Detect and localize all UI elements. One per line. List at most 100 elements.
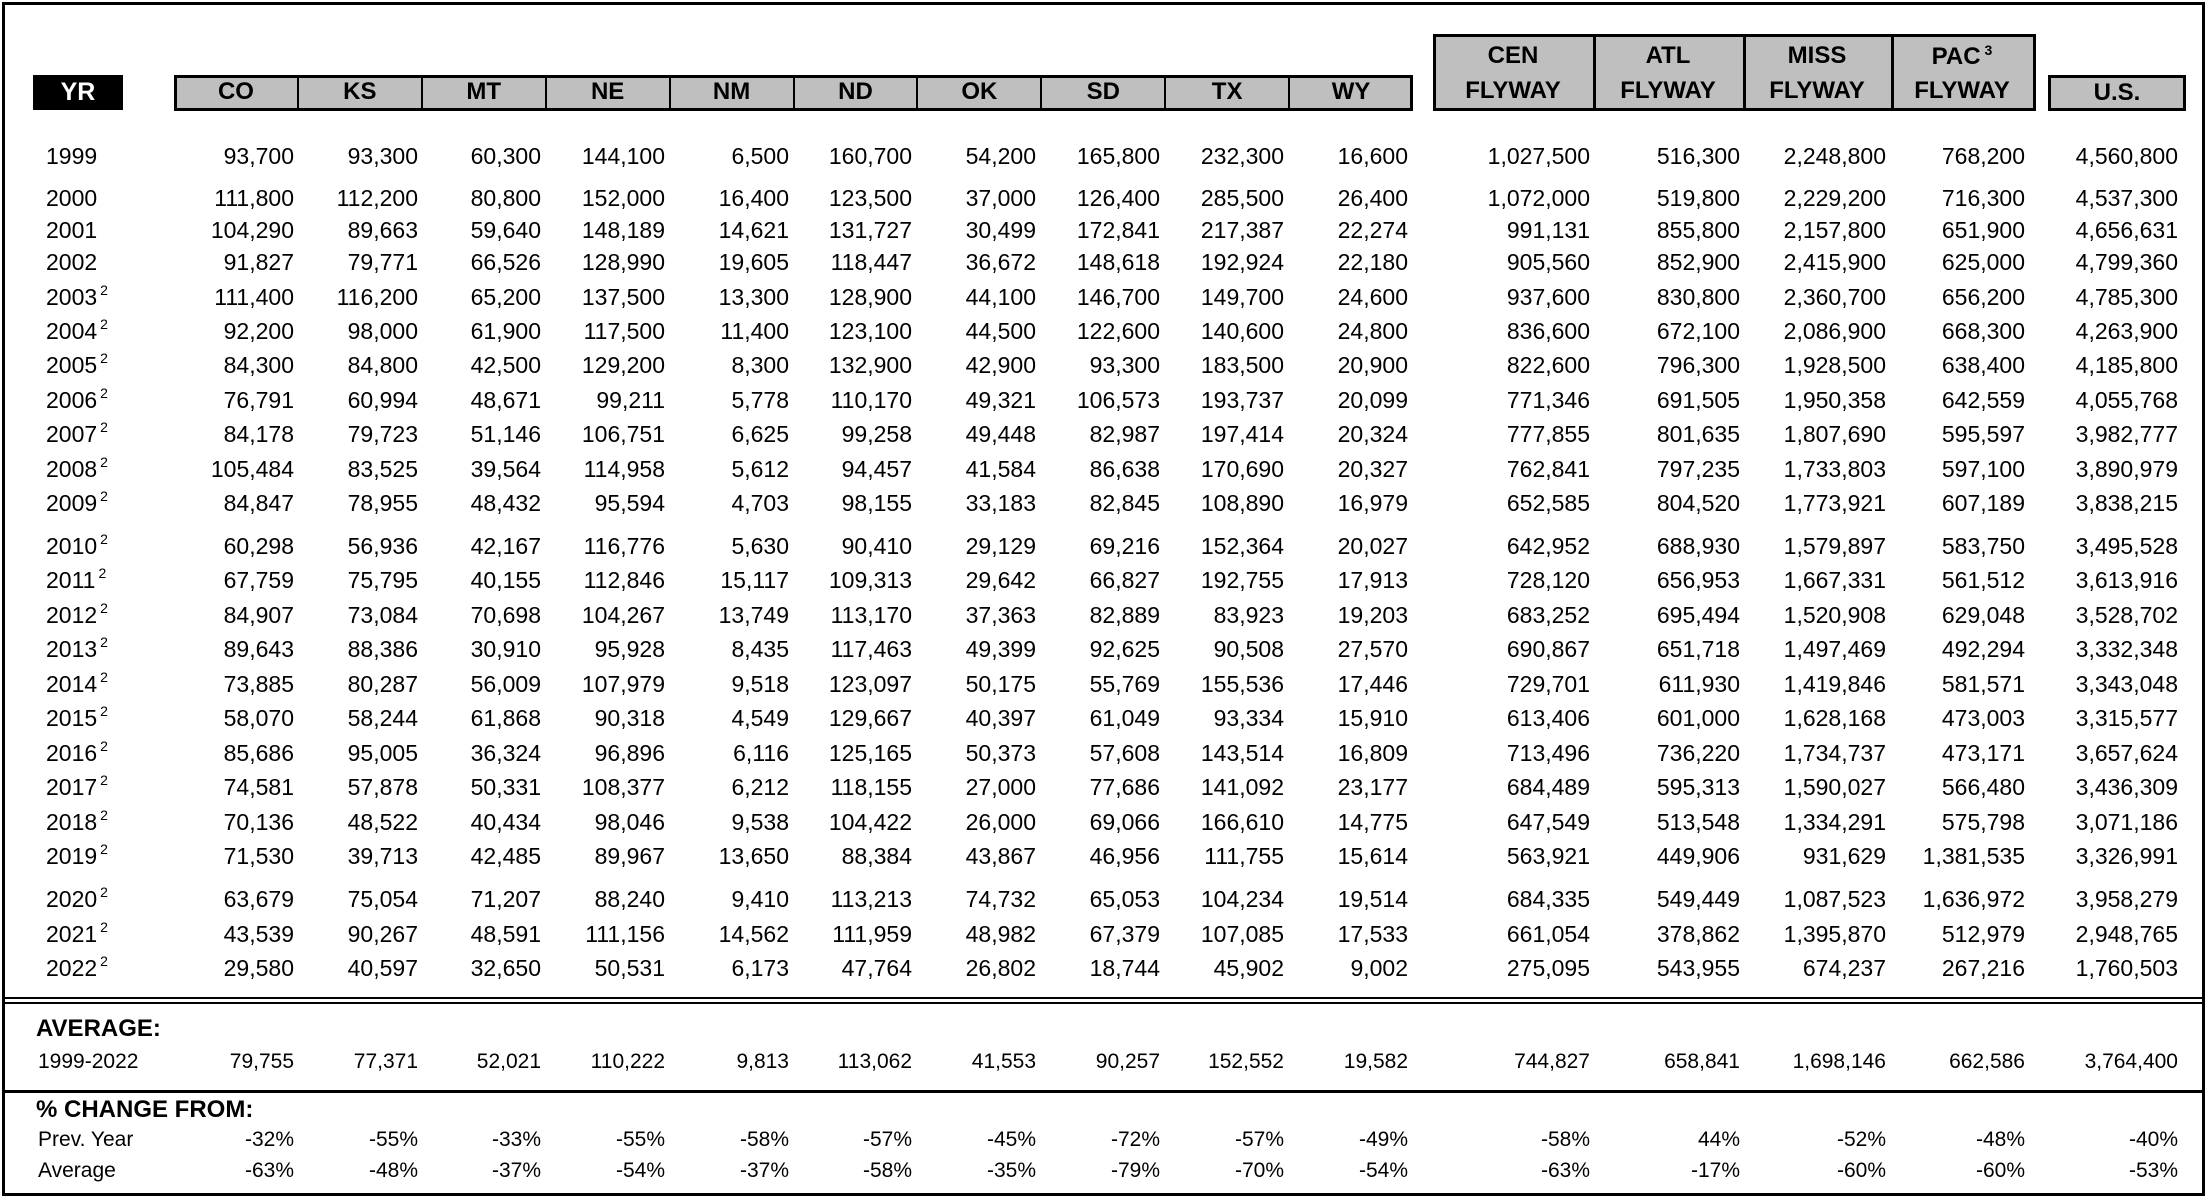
table-cell: 771,346 bbox=[1506, 387, 1590, 413]
table-cell: 9,518 bbox=[731, 671, 789, 697]
table-cell: 8,300 bbox=[731, 352, 789, 378]
table-cell: 40,597 bbox=[347, 955, 418, 981]
table-cell: 937,600 bbox=[1506, 284, 1590, 310]
table-cell: 106,751 bbox=[581, 421, 665, 447]
table-cell: 2,248,800 bbox=[1783, 143, 1886, 169]
table-cell: 60,300 bbox=[470, 143, 541, 169]
table-cell: 84,907 bbox=[223, 602, 294, 628]
change-cell: -60% bbox=[1975, 1159, 2025, 1182]
year-cell: 2016 2 bbox=[46, 738, 108, 766]
table-cell: 54,200 bbox=[965, 143, 1036, 169]
table-cell: 116,776 bbox=[583, 533, 665, 559]
us-header-box bbox=[2048, 75, 2186, 111]
table-cell: 29,580 bbox=[223, 955, 294, 981]
average-cell: 658,841 bbox=[1664, 1050, 1740, 1073]
table-cell: 88,386 bbox=[347, 636, 418, 662]
table-cell: 836,600 bbox=[1506, 318, 1590, 344]
table-cell: 4,549 bbox=[731, 705, 789, 731]
table-cell: 1,760,503 bbox=[2075, 955, 2178, 981]
flyway-header-box bbox=[1743, 34, 1894, 111]
table-cell: 111,156 bbox=[585, 921, 665, 947]
table-cell: 123,097 bbox=[828, 671, 912, 697]
table-cell: 267,216 bbox=[1941, 955, 2025, 981]
table-cell: 37,363 bbox=[965, 602, 1036, 628]
table-cell: 125,165 bbox=[828, 740, 912, 766]
state-header-divider bbox=[420, 76, 423, 110]
table-cell: 4,656,631 bbox=[2075, 217, 2178, 243]
table-cell: 13,749 bbox=[718, 602, 789, 628]
table-cell: 9,002 bbox=[1350, 955, 1408, 981]
table-cell: 768,200 bbox=[1941, 143, 2025, 169]
state-header-divider bbox=[1164, 76, 1167, 110]
table-cell: 112,846 bbox=[583, 567, 665, 593]
table-cell: 58,244 bbox=[347, 705, 418, 731]
table-cell: 98,155 bbox=[841, 490, 912, 516]
change-cell: -58% bbox=[862, 1159, 912, 1182]
table-cell: 17,533 bbox=[1337, 921, 1408, 947]
table-cell: 57,608 bbox=[1089, 740, 1160, 766]
table-cell: 24,800 bbox=[1337, 318, 1408, 344]
table-cell: 48,982 bbox=[965, 921, 1036, 947]
table-cell: 668,300 bbox=[1941, 318, 2025, 344]
table-cell: 716,300 bbox=[1941, 185, 2025, 211]
table-cell: 108,890 bbox=[1200, 490, 1284, 516]
state-header-tx: TX bbox=[1211, 78, 1243, 105]
table-cell: 99,258 bbox=[841, 421, 912, 447]
table-cell: 149,700 bbox=[1200, 284, 1284, 310]
table-cell: 55,769 bbox=[1089, 671, 1160, 697]
table-cell: 285,500 bbox=[1200, 185, 1284, 211]
table-cell: 804,520 bbox=[1656, 490, 1740, 516]
state-header-wy: WY bbox=[1331, 78, 1371, 105]
table-cell: 905,560 bbox=[1506, 249, 1590, 275]
table-cell: 99,211 bbox=[596, 387, 665, 413]
table-cell: 126,400 bbox=[1076, 185, 1160, 211]
table-cell: 123,500 bbox=[828, 185, 912, 211]
footnote-marker: 2 bbox=[100, 600, 108, 616]
year-cell: 2014 2 bbox=[46, 669, 108, 697]
year-cell: 2015 2 bbox=[46, 703, 108, 731]
table-cell: 104,234 bbox=[1200, 886, 1284, 912]
table-cell: 217,387 bbox=[1200, 217, 1284, 243]
table-cell: 563,921 bbox=[1506, 843, 1590, 869]
table-cell: 29,129 bbox=[965, 533, 1036, 559]
table-cell: 22,180 bbox=[1337, 249, 1408, 275]
table-cell: 50,175 bbox=[965, 671, 1036, 697]
table-cell: 1,395,870 bbox=[1783, 921, 1886, 947]
table-cell: 84,178 bbox=[223, 421, 294, 447]
table-cell: 49,399 bbox=[965, 636, 1036, 662]
table-cell: 152,000 bbox=[581, 185, 665, 211]
table-cell: 642,952 bbox=[1506, 533, 1590, 559]
average-cell: 9,813 bbox=[736, 1050, 789, 1073]
table-cell: 647,549 bbox=[1506, 809, 1590, 835]
average-cell: 41,553 bbox=[971, 1050, 1036, 1073]
year-cell: 2011 2 bbox=[46, 565, 107, 593]
table-cell: 801,635 bbox=[1656, 421, 1740, 447]
table-cell: 8,435 bbox=[731, 636, 789, 662]
table-cell: 48,522 bbox=[347, 809, 418, 835]
table-cell: 40,397 bbox=[965, 705, 1036, 731]
table-cell: 111,400 bbox=[214, 284, 294, 310]
table-cell: 93,700 bbox=[223, 143, 294, 169]
table-cell: 629,048 bbox=[1941, 602, 2025, 628]
year-cell: 2013 2 bbox=[46, 634, 108, 662]
table-cell: 16,600 bbox=[1337, 143, 1408, 169]
table-cell: 73,885 bbox=[223, 671, 294, 697]
year-cell: 2022 2 bbox=[46, 953, 108, 981]
change-cell: -57% bbox=[1234, 1128, 1284, 1151]
table-cell: 15,910 bbox=[1337, 705, 1408, 731]
table-cell: 601,000 bbox=[1656, 705, 1740, 731]
table-cell: 516,300 bbox=[1656, 143, 1740, 169]
year-cell: 2021 2 bbox=[46, 919, 108, 947]
table-cell: 20,099 bbox=[1337, 387, 1408, 413]
table-cell: 69,066 bbox=[1089, 809, 1160, 835]
table-cell: 20,900 bbox=[1337, 352, 1408, 378]
table-cell: 42,500 bbox=[470, 352, 541, 378]
table-cell: 20,027 bbox=[1337, 533, 1408, 559]
table-cell: 123,100 bbox=[828, 318, 912, 344]
table-cell: 1,087,523 bbox=[1783, 886, 1886, 912]
table-cell: 232,300 bbox=[1200, 143, 1284, 169]
table-cell: 90,267 bbox=[347, 921, 418, 947]
table-cell: 40,155 bbox=[470, 567, 541, 593]
table-cell: 1,334,291 bbox=[1783, 809, 1886, 835]
table-cell: 855,800 bbox=[1656, 217, 1740, 243]
